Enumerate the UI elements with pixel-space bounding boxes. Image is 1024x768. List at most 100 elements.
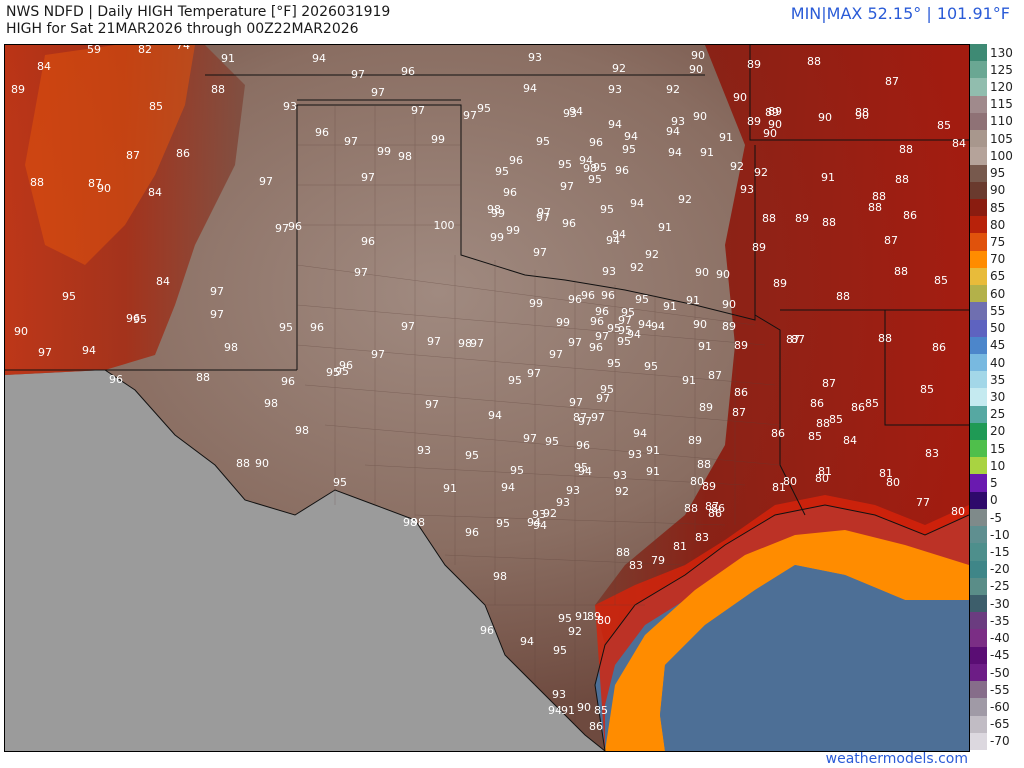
colorbar-swatch: [970, 61, 987, 79]
temperature-label: 92: [612, 62, 626, 75]
temperature-label: 90: [691, 49, 705, 62]
temperature-label: 96: [288, 220, 302, 233]
source-credit[interactable]: weathermodels.com: [825, 751, 968, 767]
temperature-label: 98: [398, 150, 412, 163]
temperature-label: 94: [633, 427, 647, 440]
temperature-label: 94: [527, 516, 541, 529]
temperature-label: 86: [589, 720, 603, 733]
temperature-label: 80: [886, 476, 900, 489]
colorbar-swatch: [970, 353, 987, 372]
temperature-label: 92: [630, 261, 644, 274]
temperature-label: 86: [711, 502, 725, 515]
temperature-label: 98: [583, 162, 597, 175]
colorbar-swatch: [970, 612, 987, 630]
temperature-label: 90: [818, 111, 832, 124]
temperature-label: 97: [425, 398, 439, 411]
temperature-label: 95: [588, 173, 602, 186]
temperature-label: 88: [836, 290, 850, 303]
temperature-label: 94: [523, 82, 537, 95]
temperature-label: 87: [786, 333, 800, 346]
colorbar-swatch: [970, 595, 987, 613]
colorbar-swatch: [970, 491, 987, 510]
temperature-label: 92: [666, 83, 680, 96]
colorbar-swatch: [970, 405, 987, 424]
temperature-label: 90: [733, 91, 747, 104]
temperature-label: 96: [601, 289, 615, 302]
temperature-label: 97: [596, 392, 610, 405]
product-title: NWS NDFD | Daily HIGH Temperature [°F] 2…: [6, 4, 391, 20]
temperature-label: 96: [361, 235, 375, 248]
temperature-label: 86: [903, 209, 917, 222]
temperature-label: 90: [855, 109, 869, 122]
temperature-label: 87: [708, 369, 722, 382]
temperature-label: 98: [264, 397, 278, 410]
temperature-label: 91: [663, 300, 677, 313]
temperature-label: 96: [509, 154, 523, 167]
colorbar-swatch: [970, 457, 987, 475]
temperature-label: 80: [597, 614, 611, 627]
temperature-label: 91: [821, 171, 835, 184]
colorbar-swatch: [970, 319, 987, 338]
temperature-label: 83: [695, 531, 709, 544]
temperature-label: 80: [783, 475, 797, 488]
temperature-label: 95: [545, 435, 559, 448]
colorbar-swatch: [970, 250, 987, 269]
colorbar-tick-label: 100: [990, 148, 1013, 163]
colorbar-swatch: [970, 181, 987, 200]
colorbar-tick-label: 0: [990, 493, 998, 508]
temperature-label: 97: [595, 330, 609, 343]
temperature-label: 88: [236, 457, 250, 470]
temperature-label: 97: [470, 337, 484, 350]
temperature-label: 96: [465, 526, 479, 539]
colorbar-tick-label: -15: [990, 544, 1010, 559]
temperature-label: 97: [523, 432, 537, 445]
temperature-label: 93: [602, 265, 616, 278]
temperature-label: 98: [458, 337, 472, 350]
temperature-label: 91: [646, 444, 660, 457]
temperature-label: 87: [884, 234, 898, 247]
temperature-label: 80: [690, 475, 704, 488]
temperature-label: 90: [693, 110, 707, 123]
temperature-label: 92: [568, 625, 582, 638]
temperature-label: 89: [747, 115, 761, 128]
temperature-label: 94: [533, 519, 547, 532]
temperature-label: 92: [615, 485, 629, 498]
temperature-label: 95: [600, 383, 614, 396]
temperature-label: 74: [176, 45, 190, 52]
temperature-label: 95: [607, 357, 621, 370]
colorbar-swatch: [970, 629, 987, 648]
temperature-label: 97: [463, 109, 477, 122]
colorbar-swatch: [970, 543, 987, 562]
temperature-label: 99: [377, 145, 391, 158]
temperature-label: 95: [133, 313, 147, 326]
colorbar-swatch: [970, 112, 987, 131]
temperature-label: 80: [951, 505, 965, 518]
temperature-label: 96: [595, 305, 609, 318]
temperature-label: 91: [575, 610, 589, 623]
temperature-label: 89: [773, 277, 787, 290]
map-header: NWS NDFD | Daily HIGH Temperature [°F] 2…: [6, 4, 390, 38]
colorbar-swatch: [970, 267, 987, 286]
temperature-label: 91: [719, 131, 733, 144]
temperature-label: 81: [879, 467, 893, 480]
temperature-label: 97: [527, 367, 541, 380]
temperature-label: 96: [126, 312, 140, 325]
temperature-label: 87: [88, 177, 102, 190]
colorbar-tick-label: 45: [990, 338, 1006, 353]
temperature-label: 84: [843, 434, 857, 447]
temperature-label: 97: [569, 396, 583, 409]
temperature-label: 97: [210, 308, 224, 321]
temperature-label: 94: [608, 118, 622, 131]
temperature-label: 90: [255, 457, 269, 470]
temperature-label: 96: [581, 289, 595, 302]
temperature-label: 93: [613, 469, 627, 482]
temperature-label: 91: [698, 340, 712, 353]
temperature-label: 88: [872, 190, 886, 203]
temperature-map[interactable]: 59 82 74 84 91 94 93 90 89 88 97 96 92 90 87 89 88 97 94 93…: [4, 44, 970, 752]
temperature-label: 93: [556, 496, 570, 509]
temperature-label: 96: [615, 164, 629, 177]
temperature-label: 82: [138, 45, 152, 56]
colorbar-swatch: [970, 44, 987, 62]
temperature-label: 99: [491, 207, 505, 220]
